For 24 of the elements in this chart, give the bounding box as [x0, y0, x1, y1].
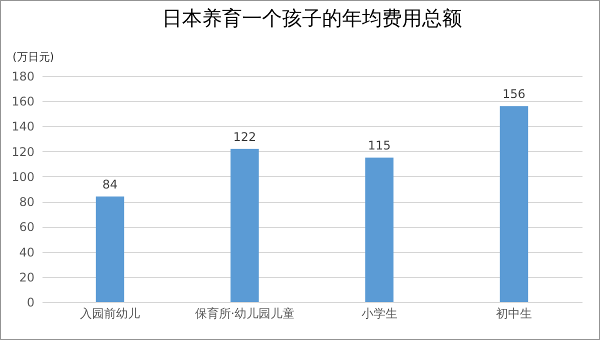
chart-title: 日本养育一个孩子的年均费用总额 — [162, 6, 462, 30]
y-tick-label: 0 — [26, 296, 34, 310]
y-tick-label: 160 — [12, 94, 34, 109]
data-label: 84 — [102, 178, 118, 192]
y-tick-label: 120 — [12, 144, 34, 159]
bar — [230, 148, 259, 302]
x-tick-label: 保育所·幼儿园儿童 — [194, 306, 295, 320]
y-tick-label: 20 — [19, 270, 34, 284]
x-tick-label: 入园前幼儿 — [80, 306, 140, 320]
data-label: 115 — [368, 138, 391, 153]
y-axis-title: (万日元) — [12, 50, 54, 64]
bar — [500, 106, 528, 302]
y-tick-label: 140 — [12, 120, 34, 134]
bar — [365, 158, 394, 302]
x-tick-label: 小学生 — [361, 306, 398, 320]
y-tick-label: 60 — [19, 220, 34, 234]
y-tick-label: 180 — [12, 70, 34, 84]
data-label: 122 — [233, 130, 256, 144]
y-tick-label: 100 — [12, 170, 34, 184]
y-tick-label: 80 — [19, 195, 34, 210]
data-label: 156 — [502, 87, 526, 102]
y-tick-label: 40 — [19, 245, 34, 260]
x-tick-label: 初中生 — [496, 306, 532, 320]
bar — [96, 196, 124, 302]
